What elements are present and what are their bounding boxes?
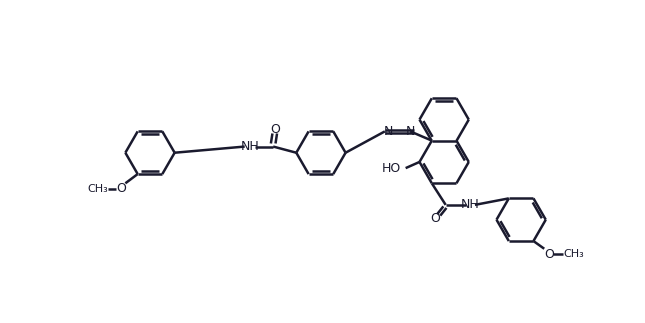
Text: O: O	[430, 212, 440, 225]
Text: N: N	[384, 125, 393, 138]
Text: O: O	[116, 182, 126, 195]
Text: N: N	[406, 125, 415, 138]
Text: O: O	[544, 248, 554, 261]
Text: NH: NH	[461, 198, 480, 211]
Text: CH₃: CH₃	[87, 184, 108, 194]
Text: O: O	[270, 123, 280, 136]
Text: NH: NH	[241, 140, 259, 153]
Text: CH₃: CH₃	[563, 249, 584, 259]
Text: HO: HO	[382, 162, 401, 175]
